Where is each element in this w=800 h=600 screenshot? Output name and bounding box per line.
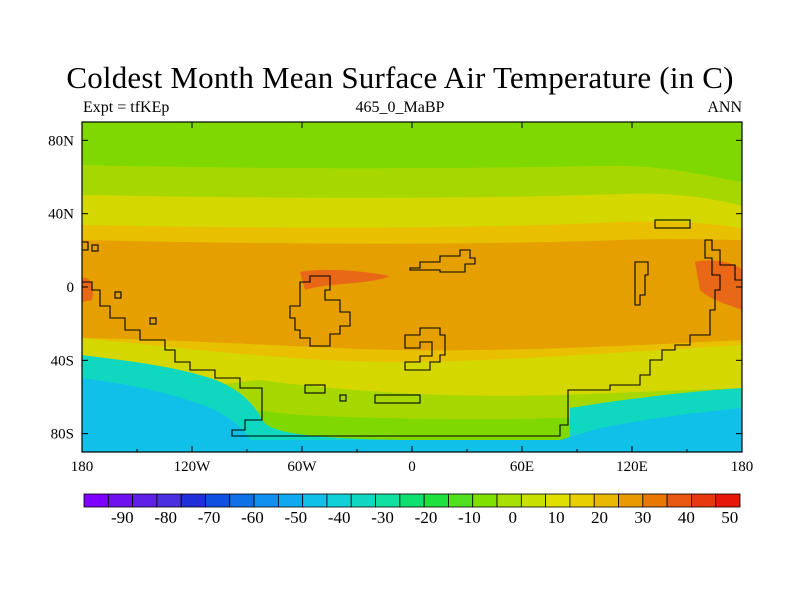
y-tick-label: 80S <box>51 427 74 443</box>
y-tick-label: 80N <box>48 133 74 149</box>
field-antarctic-core-west <box>82 378 560 452</box>
colorbar-swatch <box>545 493 571 508</box>
colorbar-swatch <box>83 493 109 508</box>
colorbar-swatch <box>618 493 644 508</box>
colorbar-label: -70 <box>198 508 221 527</box>
field-cold-south-west <box>82 355 742 452</box>
colorbar-swatch <box>156 493 182 508</box>
colorbar-label: -10 <box>458 508 481 527</box>
colorbar-label: -60 <box>241 508 264 527</box>
coastline-east-strip <box>634 261 649 306</box>
y-tick-label: 40N <box>48 207 74 223</box>
colorbar-swatch <box>715 493 741 508</box>
colorbar-swatch <box>472 493 498 508</box>
colorbar-label: 20 <box>591 508 608 527</box>
y-axis: 80N 40N 0 40S 80S <box>48 133 742 443</box>
colorbar-swatch <box>520 493 547 508</box>
colorbar-label: 50 <box>721 508 738 527</box>
x-tick-label: 120E <box>616 459 648 475</box>
colorbar-swatch <box>642 493 668 508</box>
x-tick-label: 60W <box>287 459 317 475</box>
colorbar-swatch <box>691 493 717 508</box>
x-axis: 180 120W 60W 0 60E 120E 180 <box>71 122 754 475</box>
field-band-tropical <box>82 239 742 351</box>
colorbar-swatch <box>132 493 158 508</box>
x-tick-label: 0 <box>408 459 416 475</box>
time-label: 465_0_MaBP <box>355 99 445 116</box>
experiment-label: Expt = tfKEp <box>83 99 170 116</box>
y-tick-label: 0 <box>67 280 75 296</box>
colorbar-swatch <box>496 493 522 508</box>
coastlines <box>82 219 742 437</box>
field-hot-patch-3 <box>695 260 742 310</box>
coastline-island-2 <box>339 394 347 402</box>
colorbar-label: -40 <box>328 508 351 527</box>
colorbar-swatch <box>302 493 328 508</box>
coastline-central-ring <box>404 327 446 371</box>
coastline-island-3 <box>374 394 421 404</box>
field-antarctic-core-east <box>560 408 742 452</box>
colorbar-label: -50 <box>285 508 308 527</box>
x-tick-label: 120W <box>174 459 212 475</box>
colorbar-label: 30 <box>634 508 651 527</box>
temperature-field <box>82 122 742 452</box>
colorbar-swatch <box>277 493 304 508</box>
coastline-island-5 <box>149 317 157 325</box>
colorbar-label: 40 <box>678 508 695 527</box>
x-tick-label: 180 <box>731 459 754 475</box>
colorbar-label: -80 <box>154 508 177 527</box>
colorbar-swatch <box>326 493 352 508</box>
coastline-island-7 <box>654 219 691 229</box>
colorbar-label: -90 <box>111 508 134 527</box>
colorbar-swatch <box>350 493 376 508</box>
colorbar-label: -30 <box>371 508 394 527</box>
coastline-island-6 <box>91 244 99 252</box>
colorbar-label: 0 <box>509 508 518 527</box>
colorbar: -90 -80 -70 -60 -50 -40 -30 -20 -10 0 10 20 30 40 50 <box>83 493 741 527</box>
colorbar-swatch <box>107 493 133 508</box>
coastline-island-1 <box>304 384 326 394</box>
field-hot-patch-1 <box>300 269 390 290</box>
coastline-north-fragment <box>409 249 476 273</box>
x-tick-label: 60E <box>510 459 534 475</box>
colorbar-swatch <box>423 493 449 508</box>
colorbar-swatch <box>180 493 206 508</box>
y-tick-label: 40S <box>51 353 74 369</box>
colorbar-swatch <box>205 493 231 508</box>
colorbar-swatch <box>375 493 401 508</box>
coastline-island-4 <box>114 291 122 299</box>
colorbar-swatch <box>593 493 619 508</box>
plot-title: Coldest Month Mean Surface Air Temperatu… <box>66 60 734 95</box>
x-tick-label: 180 <box>71 459 94 475</box>
season-label: ANN <box>707 99 742 116</box>
field-hot-patch-2 <box>82 277 93 302</box>
colorbar-label: 10 <box>548 508 565 527</box>
colorbar-swatch <box>229 493 255 508</box>
coastline-west-edge <box>82 239 742 437</box>
colorbar-swatch <box>399 493 425 508</box>
colorbar-swatch <box>448 493 474 508</box>
coastline-west-continent <box>289 275 351 347</box>
colorbar-swatch <box>666 493 692 508</box>
colorbar-swatch <box>253 493 279 508</box>
colorbar-swatch <box>569 493 595 508</box>
colorbar-label: -20 <box>415 508 438 527</box>
